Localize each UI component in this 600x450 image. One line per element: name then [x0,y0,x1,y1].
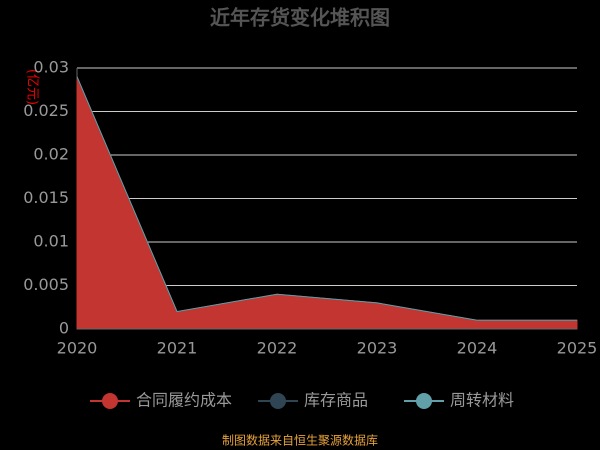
legend-marker [102,393,118,409]
x-tick-label: 2024 [457,339,498,358]
x-tick-label: 2021 [157,339,198,358]
legend-label: 周转材料 [450,391,514,410]
y-tick-label: 0 [59,319,69,338]
x-tick-label: 2020 [57,339,98,358]
legend-marker [270,393,286,409]
x-tick-label: 2023 [357,339,398,358]
chart-title: 近年存货变化堆积图 [210,6,390,30]
y-tick-label: 0.025 [23,101,69,120]
y-tick-label: 0.01 [33,232,69,251]
y-tick-label: 0.015 [23,188,69,207]
y-axis-label: (亿元) [25,69,40,105]
legend-marker [416,393,432,409]
y-tick-label: 0.02 [33,145,69,164]
source-note: 制图数据来自恒生聚源数据库 [222,433,378,448]
area [76,76,577,321]
area [76,76,578,330]
legend-label: 库存商品 [304,391,368,410]
x-tick-label: 2022 [257,339,298,358]
legend-label: 合同履约成本 [136,391,232,410]
x-tick-label: 2025 [557,339,598,358]
y-tick-label: 0.03 [33,58,69,77]
y-tick-label: 0.005 [23,275,69,294]
